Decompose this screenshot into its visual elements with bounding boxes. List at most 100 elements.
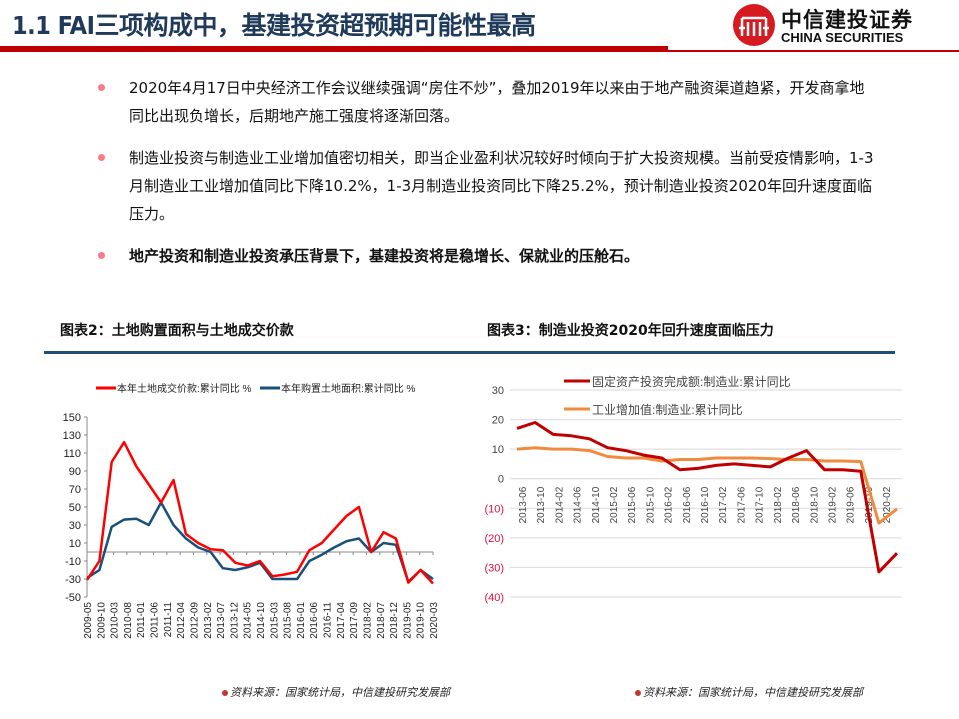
svg-text:2017-04: 2017-04 [336, 602, 347, 639]
svg-text:70: 70 [69, 484, 81, 496]
svg-text:2013-10: 2013-10 [536, 486, 547, 523]
right-chart-title: 图表3：制造业投资2020年回升速度面临压力 [487, 323, 774, 339]
svg-text:2017-09: 2017-09 [349, 602, 360, 639]
svg-text:2013-07: 2013-07 [216, 602, 227, 639]
svg-text:2018-07: 2018-07 [376, 602, 387, 639]
svg-text:2013-12: 2013-12 [229, 602, 240, 639]
svg-text:2017-06: 2017-06 [736, 486, 747, 523]
svg-text:2014-06: 2014-06 [573, 486, 584, 523]
series-line [516, 446, 898, 525]
svg-text:2014-02: 2014-02 [554, 486, 565, 523]
right-chart-svg: 30 20 10 0 (10) (20) (30) (40) 固定资产投资完成额:制造业:累计同… [484, 374, 902, 604]
svg-text:2010-08: 2010-08 [123, 602, 134, 639]
svg-text:0: 0 [498, 474, 504, 486]
svg-text:2012-09: 2012-09 [189, 602, 200, 639]
svg-text:2014-10: 2014-10 [591, 486, 602, 523]
svg-text:2019-05: 2019-05 [402, 602, 413, 639]
svg-text:110: 110 [63, 448, 81, 460]
svg-text:2015-10: 2015-10 [645, 486, 656, 523]
page-title: 1.1 FAI三项构成中，基建投资超预期可能性最高 [12, 11, 536, 40]
bullet-item: 制造业投资与制造业工业增加值密切相关，即当企业盈利状况较好时倾向于扩大投资规模。… [98, 144, 878, 228]
bullet-text: 2020年4月17日中央经济工作会议继续强调“房住不炒”，叠加2019年以来由于… [129, 79, 865, 125]
svg-text:2012-04: 2012-04 [176, 602, 187, 639]
svg-text:150: 150 [63, 412, 81, 424]
china-securities-logo: 中信建投证券 CHINA SECURITIES [733, 2, 948, 48]
svg-text:2016-01: 2016-01 [296, 602, 307, 639]
svg-text:(20): (20) [484, 533, 504, 545]
svg-text:130: 130 [63, 430, 81, 442]
svg-text:2016-06: 2016-06 [682, 486, 693, 523]
logo-text-cn: 中信建投证券 [781, 8, 913, 32]
svg-text:2013-06: 2013-06 [518, 486, 529, 523]
legend-label: 本年购置土地面积:累计同比 % [281, 382, 416, 395]
svg-text:-10: -10 [65, 556, 81, 568]
svg-text:50: 50 [69, 502, 81, 514]
citic-logo-icon [733, 4, 775, 46]
left-chart-svg: 本年土地成交价款:累计同比 % 本年购置土地面积:累计同比 % 150 130 110 9… [63, 382, 440, 639]
svg-text:2010-03: 2010-03 [110, 602, 121, 639]
svg-text:2011-01: 2011-01 [136, 602, 147, 638]
bullet-item: 地产投资和制造业投资承压背景下，基建投资将是稳增长、保就业的压舱石。 [98, 242, 878, 270]
svg-text:2014-05: 2014-05 [243, 602, 254, 639]
legend-label: 工业增加值:制造业:累计同比 [592, 402, 743, 417]
svg-text:2018-12: 2018-12 [389, 602, 400, 639]
svg-text:2013-02: 2013-02 [203, 602, 214, 639]
svg-text:-50: -50 [65, 592, 81, 604]
series-line [516, 421, 899, 574]
svg-text:2015-06: 2015-06 [627, 486, 638, 523]
svg-text:2011-06: 2011-06 [150, 602, 161, 638]
svg-text:2020-02: 2020-02 [882, 486, 893, 523]
title-accent-bar [0, 46, 668, 52]
svg-text:2019-02: 2019-02 [827, 486, 838, 523]
svg-text:2019-10: 2019-10 [864, 486, 875, 523]
bullet-dot-icon [98, 84, 105, 91]
bullet-dot-icon [98, 154, 105, 161]
svg-text:2015-08: 2015-08 [283, 602, 294, 639]
svg-text:2014-10: 2014-10 [256, 602, 267, 639]
bullet-list: 2020年4月17日中央经济工作会议继续强调“房住不炒”，叠加2019年以来由于… [98, 74, 878, 284]
svg-text:2018-02: 2018-02 [773, 486, 784, 523]
svg-text:2018-02: 2018-02 [362, 602, 373, 639]
svg-text:30: 30 [69, 520, 81, 532]
right-chart-source: 资料来源：国家统计局，中信建投研究发展部 [635, 684, 863, 700]
bullet-dot-icon [98, 252, 105, 259]
svg-text:2016-10: 2016-10 [700, 486, 711, 523]
svg-text:90: 90 [69, 466, 81, 478]
svg-text:(10): (10) [484, 503, 504, 515]
svg-text:10: 10 [69, 538, 81, 550]
svg-text:2009-05: 2009-05 [83, 602, 94, 639]
bullet-item: 2020年4月17日中央经济工作会议继续强调“房住不炒”，叠加2019年以来由于… [98, 74, 878, 130]
svg-text:10: 10 [492, 444, 504, 456]
svg-text:2015-02: 2015-02 [609, 486, 620, 523]
chart-title-rule [44, 351, 895, 354]
legend-label: 固定资产投资完成额:制造业:累计同比 [592, 374, 791, 389]
source-dot-icon [222, 690, 228, 696]
right-chart: 30 20 10 0 (10) (20) (30) (40) 固定资产投资完成额:制造业:累计同… [470, 365, 920, 615]
left-chart-title: 图表2：土地购置面积与土地成交价款 [60, 323, 294, 339]
svg-text:2009-10: 2009-10 [96, 602, 107, 639]
title-underline [668, 50, 959, 52]
svg-text:2017-10: 2017-10 [755, 486, 766, 523]
svg-text:20: 20 [492, 415, 504, 427]
svg-text:2011-11: 2011-11 [163, 602, 174, 638]
svg-text:2019-10: 2019-10 [416, 602, 427, 639]
bullet-text: 地产投资和制造业投资承压背景下，基建投资将是稳增长、保就业的压舱石。 [129, 247, 640, 265]
svg-text:2016-11: 2016-11 [323, 602, 334, 638]
legend-label: 本年土地成交价款:累计同比 % [117, 382, 252, 395]
left-chart-source: 资料来源：国家统计局，中信建投研究发展部 [222, 684, 450, 700]
svg-text:2016-06: 2016-06 [309, 602, 320, 639]
left-chart: 本年土地成交价款:累计同比 % 本年购置土地面积:累计同比 % 150 130 110 9… [40, 370, 460, 670]
svg-text:(40): (40) [484, 592, 504, 604]
svg-text:-30: -30 [65, 574, 81, 586]
series-line [86, 501, 434, 583]
bullet-text: 制造业投资与制造业工业增加值密切相关，即当企业盈利状况较好时倾向于扩大投资规模。… [129, 149, 874, 223]
logo-text-en: CHINA SECURITIES [781, 30, 904, 45]
svg-text:2020-03: 2020-03 [429, 602, 440, 639]
svg-text:30: 30 [492, 385, 504, 397]
source-dot-icon [635, 690, 641, 696]
svg-text:2019-06: 2019-06 [846, 486, 857, 523]
svg-text:2017-02: 2017-02 [718, 486, 729, 523]
svg-text:(30): (30) [484, 562, 504, 574]
svg-text:2015-03: 2015-03 [269, 602, 280, 639]
series-line [85, 440, 434, 585]
